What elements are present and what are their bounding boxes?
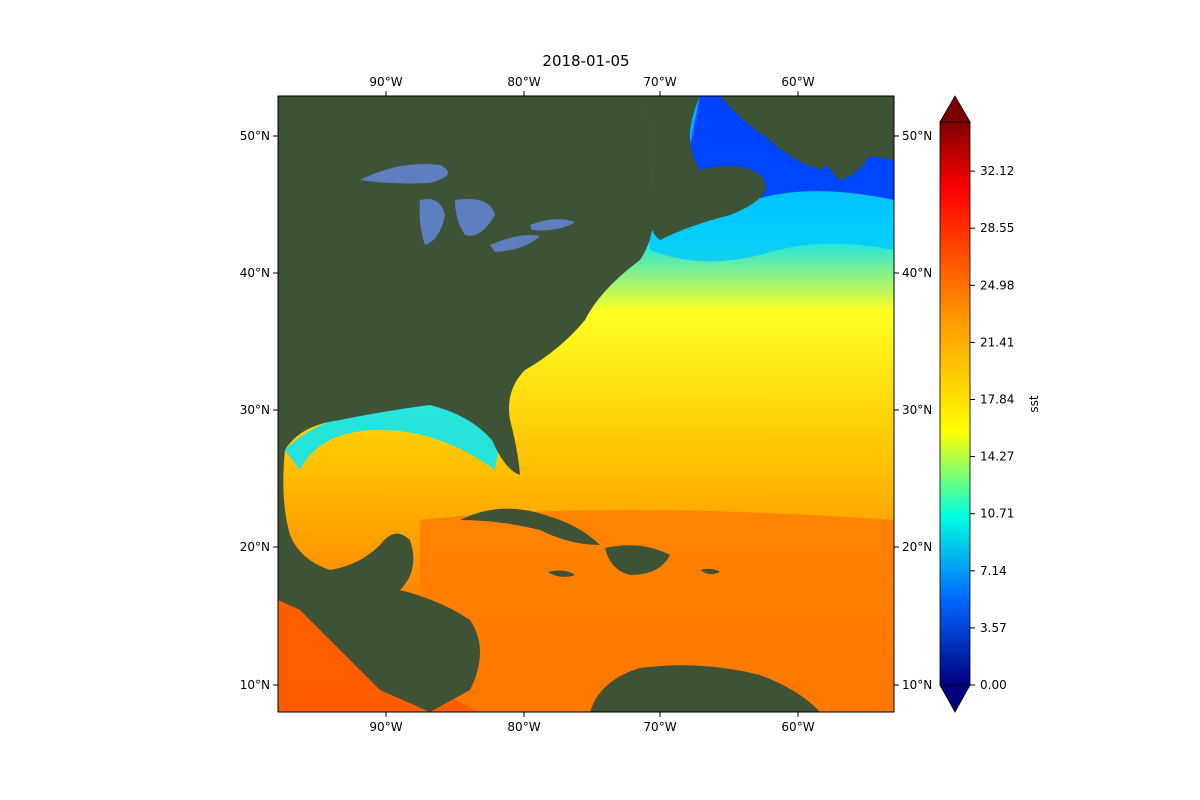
colorbar-tick-label: 21.41 [980,335,1014,349]
lon-tick-label-top: 90°W [369,75,402,89]
lon-tick-label-top: 70°W [643,75,676,89]
lon-tick-label-top: 80°W [507,75,540,89]
lake-superior [360,164,448,184]
lat-tick-label-left: 30°N [240,403,270,417]
colorbar-bar [939,121,971,686]
lon-tick-label-top: 60°W [781,75,814,89]
colorbar-extend-max [939,95,971,123]
latitude-ticks: 50°N 50°N 40°N 40°N 30°N 30°N 20°N 20°N 10°N 10°N [240,129,933,692]
land-north-america [278,96,654,712]
map-title: 2018-01-05 [542,52,630,70]
lat-tick-label-left: 20°N [240,540,270,554]
lon-tick-label-bottom: 70°W [643,720,676,734]
colorbar-tick-label: 7.14 [980,564,1007,578]
lat-tick-label-left: 40°N [240,266,270,280]
colorbar-tick-label: 17.84 [980,393,1014,407]
lat-tick-label-left: 50°N [240,129,270,143]
colorbar-tick-label: 3.57 [980,621,1007,635]
lon-tick-label-bottom: 90°W [369,720,402,734]
lat-tick-label-right: 50°N [902,129,932,143]
lat-tick-label-left: 10°N [240,678,270,692]
map-area [278,96,894,712]
colorbar: 0.00 3.57 7.14 10.71 14.27 17.84 21.41 24.98 28.… [939,95,1041,713]
colorbar-tick-label: 24.98 [980,278,1014,292]
colorbar-tick-label: 28.55 [980,221,1014,235]
lat-tick-label-right: 10°N [902,678,932,692]
colorbar-ticks: 0.00 3.57 7.14 10.71 14.27 17.84 21.41 24.98 28.… [970,164,1014,692]
lat-tick-label-right: 40°N [902,266,932,280]
longitude-ticks: 90°W 90°W 80°W 80°W 70°W 70°W 60°W 60°W [369,75,814,734]
colorbar-extend-min [939,684,971,713]
colorbar-tick-label: 10.71 [980,507,1014,521]
map-frame [277,95,895,713]
lon-tick-label-bottom: 60°W [781,720,814,734]
lon-tick-label-bottom: 80°W [507,720,540,734]
colorbar-tick-label: 14.27 [980,450,1014,464]
lat-tick-label-right: 30°N [902,403,932,417]
lat-tick-label-right: 20°N [902,540,932,554]
land-south-america [590,665,820,712]
colorbar-label: sst [1027,395,1041,413]
colorbar-tick-label: 32.12 [980,164,1014,178]
land-cuba [460,508,600,545]
colorbar-tick-label: 0.00 [980,678,1007,692]
